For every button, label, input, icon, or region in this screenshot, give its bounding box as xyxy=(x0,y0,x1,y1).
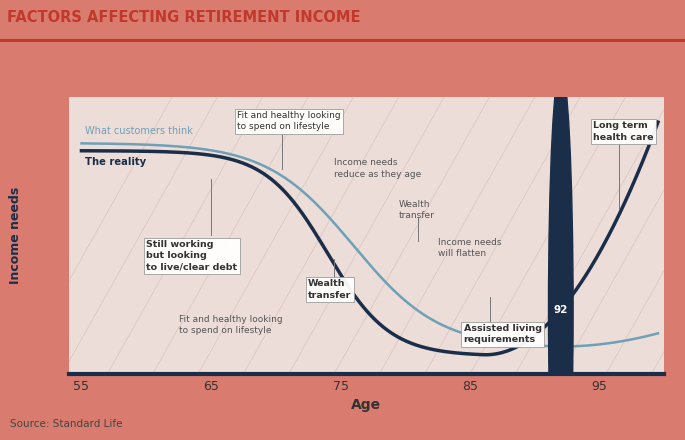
X-axis label: Age: Age xyxy=(351,398,382,412)
Circle shape xyxy=(549,66,573,440)
Text: What customers think: What customers think xyxy=(86,126,193,136)
Text: Fit and healthy looking
to spend on lifestyle: Fit and healthy looking to spend on life… xyxy=(237,111,340,132)
Text: Income needs
reduce as they age: Income needs reduce as they age xyxy=(334,158,421,179)
Text: Long term
health care: Long term health care xyxy=(593,121,653,142)
Text: Income needs: Income needs xyxy=(9,187,21,284)
Text: Wealth
transfer: Wealth transfer xyxy=(399,199,435,220)
Text: Fit and healthy looking
to spend on lifestyle: Fit and healthy looking to spend on life… xyxy=(179,315,282,335)
Text: Source: Standard Life: Source: Standard Life xyxy=(10,419,123,429)
Text: Assisted living
requirements: Assisted living requirements xyxy=(464,324,542,345)
Text: FACTORS AFFECTING RETIREMENT INCOME: FACTORS AFFECTING RETIREMENT INCOME xyxy=(7,10,360,25)
Text: The reality: The reality xyxy=(86,157,147,167)
Text: 92: 92 xyxy=(553,305,568,315)
Text: Still working
but looking
to live/clear debt: Still working but looking to live/clear … xyxy=(146,240,238,272)
Text: Wealth
transfer: Wealth transfer xyxy=(308,279,351,300)
Text: Income needs
will flatten: Income needs will flatten xyxy=(438,238,501,258)
